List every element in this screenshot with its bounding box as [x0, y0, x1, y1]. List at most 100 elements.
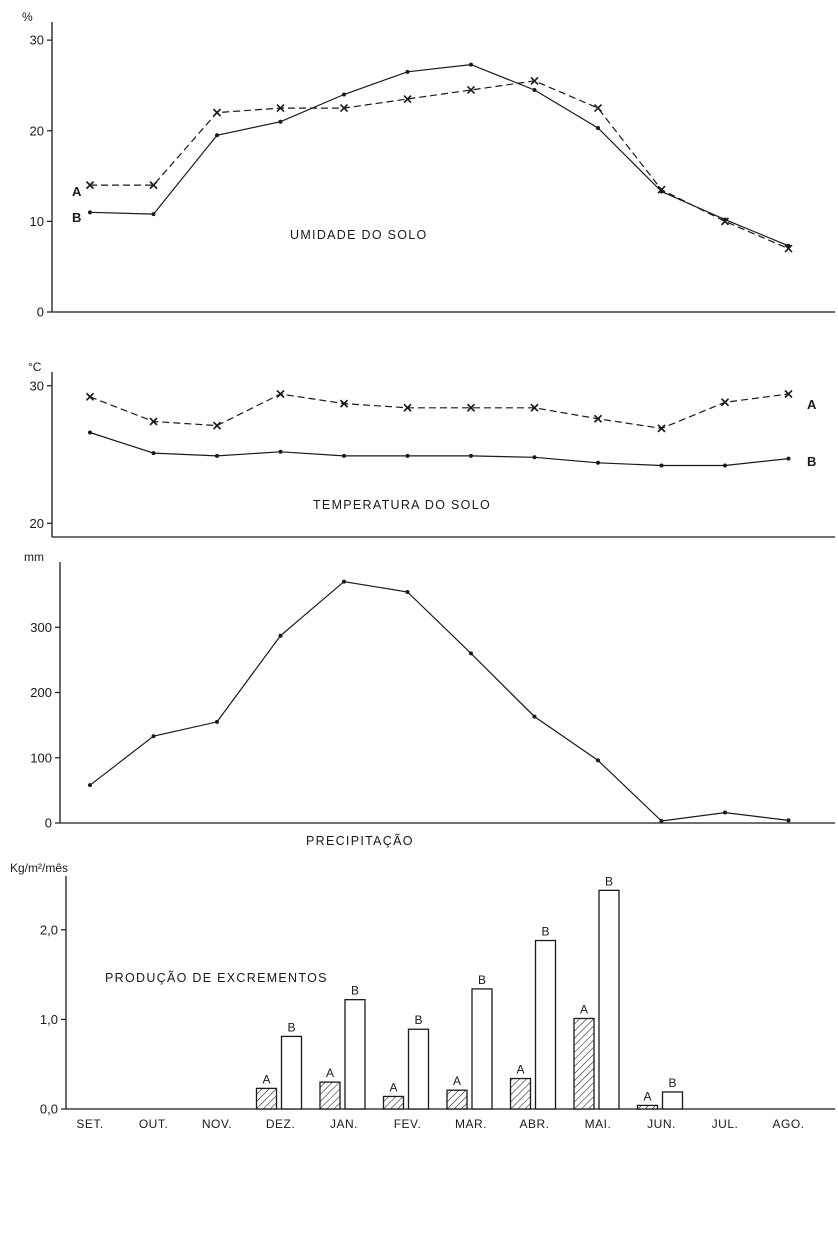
- data-point-x: [149, 181, 158, 190]
- data-point-x: [466, 403, 476, 412]
- data-point-dot: [469, 453, 473, 458]
- data-point-x: [85, 392, 95, 401]
- data-point-dot: [405, 453, 410, 458]
- panel-soil-moisture-title: UMIDADE DO SOLO: [290, 228, 428, 242]
- panel-soil-moisture-ylabel: %: [22, 10, 33, 24]
- data-point-dot: [786, 818, 791, 823]
- bar-label-b: B: [287, 1020, 295, 1034]
- bar-label-b: B: [351, 984, 359, 998]
- data-point-x-stroke: [403, 94, 412, 104]
- data-point-dot: [88, 783, 92, 788]
- data-point-x-stroke: [530, 403, 539, 412]
- data-point-x-stroke: [339, 399, 349, 408]
- bar-label-b: B: [541, 925, 549, 939]
- data-point-x-stroke: [149, 181, 158, 190]
- y-tick-label: 300: [30, 620, 52, 635]
- x-tick-label: FEV.: [394, 1117, 422, 1131]
- panel-precipitation: mm PRECIPITAÇÃO 0 100 200 300: [24, 550, 835, 848]
- series-line-main: [89, 580, 789, 822]
- data-point-dot: [278, 119, 283, 124]
- data-point-dot: [88, 210, 92, 215]
- data-point-dot: [342, 579, 346, 584]
- panel-soil-temperature-ylabel: °C: [28, 360, 42, 374]
- series-line-b: [89, 431, 789, 467]
- x-tick-label: JUN.: [647, 1117, 676, 1131]
- data-point-x: [593, 104, 603, 113]
- x-tick-label: AGO.: [772, 1117, 804, 1131]
- data-point-dot: [786, 456, 791, 461]
- data-point-dot: [215, 719, 219, 724]
- data-point-x: [784, 389, 793, 399]
- data-point-x-stroke: [530, 76, 539, 85]
- data-point-dot: [469, 651, 473, 656]
- data-point-x: [784, 244, 793, 253]
- bar-b: [534, 939, 557, 1110]
- data-point-x: [530, 76, 539, 85]
- bar-label-a: A: [516, 1063, 524, 1077]
- data-point-x-stroke: [720, 398, 730, 407]
- data-point-dot: [151, 212, 156, 217]
- data-point-x: [85, 181, 95, 190]
- panel-soil-temperature-title: TEMPERATURA DO SOLO: [313, 498, 491, 512]
- data-point-x-stroke: [85, 181, 95, 190]
- data-point-dot: [342, 453, 346, 458]
- data-point-dot: [723, 810, 727, 815]
- y-tick-label: 0: [37, 305, 44, 320]
- x-tick-label: SET.: [76, 1117, 103, 1131]
- data-point-x: [339, 104, 349, 113]
- data-point-x-stroke: [466, 403, 476, 412]
- data-point-dot: [659, 819, 664, 824]
- y-tick-label: 0,0: [40, 1102, 58, 1117]
- data-point-dot: [151, 734, 156, 739]
- x-tick-label: ABR.: [519, 1117, 549, 1131]
- x-tick-label: OUT.: [139, 1117, 168, 1131]
- series-line-a: [90, 80, 789, 250]
- data-point-x-stroke: [85, 392, 95, 401]
- panel-precipitation-ylabel: mm: [24, 550, 44, 564]
- series-label-a: A: [807, 397, 817, 412]
- panel-soil-temperature: °C TEMPERATURA DO SOLO A B 20 30: [28, 360, 835, 538]
- bar-label-b: B: [605, 874, 613, 888]
- bar-a: [255, 1087, 278, 1110]
- x-tick-label: MAR.: [455, 1117, 487, 1131]
- panel-precipitation-title: PRECIPITAÇÃO: [306, 834, 414, 848]
- data-point-dot: [596, 460, 600, 465]
- x-tick-label: JUL.: [712, 1117, 739, 1131]
- data-point-dot: [786, 243, 791, 248]
- series-line-b: [89, 63, 789, 247]
- data-point-x: [212, 108, 222, 117]
- data-point-dot: [88, 430, 92, 435]
- y-tick-label: 30: [30, 33, 44, 48]
- data-point-dot: [469, 62, 473, 67]
- data-point-x: [276, 104, 285, 113]
- data-point-dot: [151, 451, 156, 456]
- bar-label-a: A: [262, 1072, 270, 1086]
- bar-b: [280, 1035, 303, 1110]
- data-point-dot: [596, 758, 600, 763]
- data-point-x: [657, 424, 666, 433]
- data-point-x: [149, 417, 158, 426]
- panel-excrement-production: Kg/m²/mês PRODUÇÃO DE EXCREMENTOS 0,0 1,0…: [10, 861, 835, 1131]
- bar-a: [636, 1104, 659, 1110]
- data-point-x: [403, 403, 412, 412]
- bar-a: [319, 1081, 341, 1110]
- x-tick-label: MAI.: [585, 1117, 612, 1131]
- data-point-x-stroke: [276, 104, 285, 113]
- data-point-dot: [532, 455, 537, 460]
- data-point-x: [212, 421, 222, 430]
- y-tick-label: 20: [30, 123, 44, 138]
- panel-excrement-production-title: PRODUÇÃO DE EXCREMENTOS: [105, 971, 328, 985]
- series-label-b: B: [807, 454, 816, 469]
- bar-b: [661, 1091, 684, 1110]
- data-point-x-stroke: [403, 403, 412, 412]
- data-point-x: [466, 85, 476, 95]
- y-tick-label: 2,0: [40, 922, 58, 937]
- bar-a: [446, 1089, 468, 1110]
- bar-label-a: A: [326, 1066, 334, 1080]
- bar-label-a: A: [453, 1074, 461, 1088]
- bar-label-a: A: [580, 1002, 588, 1016]
- data-point-dot: [659, 463, 664, 468]
- data-point-x-stroke: [466, 85, 476, 95]
- data-point-dot: [596, 126, 600, 131]
